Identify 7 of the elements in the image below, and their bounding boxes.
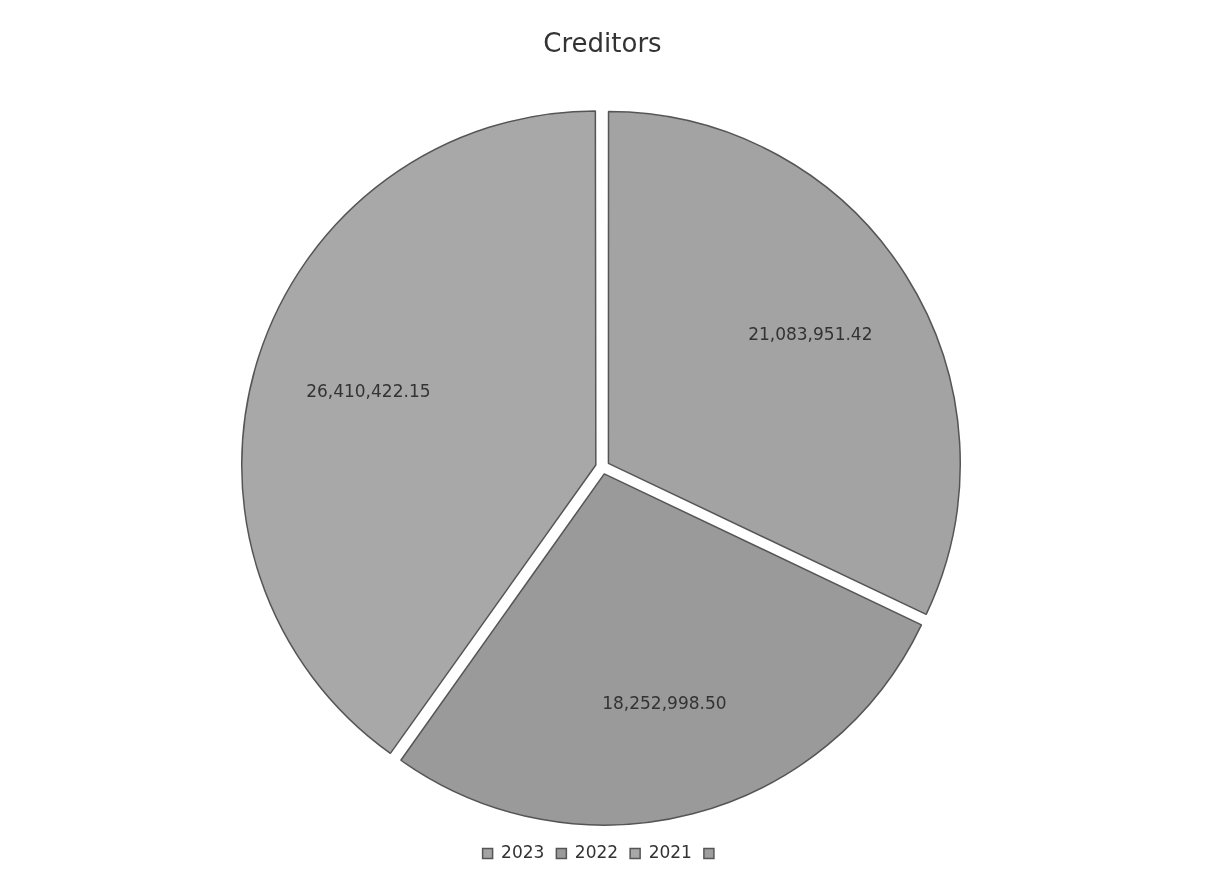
legend-label: 2023 [501,841,545,862]
legend-label: 2021 [648,841,692,862]
data-label: 18,252,998.50 [602,693,727,714]
data-label: 26,410,422.15 [306,380,431,401]
chart-title: Creditors [543,28,662,59]
legend-label: 2022 [574,841,619,862]
data-label: 21,083,951.42 [748,324,873,345]
